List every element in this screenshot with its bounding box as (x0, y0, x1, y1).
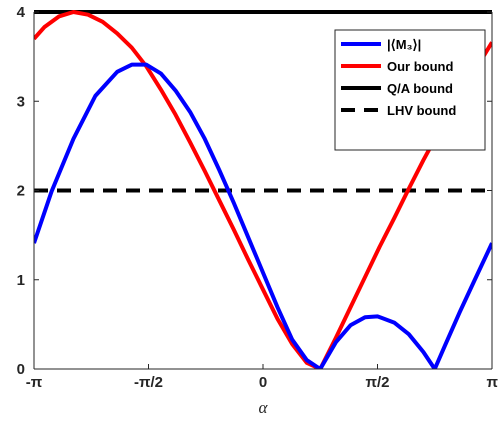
y-tick-label: 1 (17, 272, 25, 289)
legend-entry-qa-bound-label: Q/A bound (387, 81, 453, 96)
y-tick-label: 3 (17, 93, 25, 110)
series-our-bound-line (34, 10, 492, 369)
series-m3-line (34, 62, 492, 369)
x-tick-label: π/2 (366, 374, 390, 391)
x-tick-label: π (487, 374, 499, 391)
y-tick-label: 2 (17, 183, 25, 200)
plot-area (34, 10, 492, 369)
x-axis-label: α (259, 398, 269, 417)
y-tick-label: 0 (17, 361, 25, 378)
x-tick-label: -π (26, 374, 43, 391)
x-tick-label: 0 (259, 374, 267, 391)
x-tick-label: -π/2 (134, 374, 163, 391)
axes: -π -π/2 0 π/2 π 0 1 2 3 4 (17, 4, 499, 391)
legend-entry-our-bound-label: Our bound (387, 59, 453, 74)
y-tick-label: 4 (17, 4, 26, 21)
legend: |⟨M₃⟩| Our bound Q/A bound LHV bound (334, 29, 486, 151)
legend-entry-lhv-bound-label: LHV bound (387, 103, 456, 118)
legend-entry-m3-label: |⟨M₃⟩| (387, 37, 421, 52)
